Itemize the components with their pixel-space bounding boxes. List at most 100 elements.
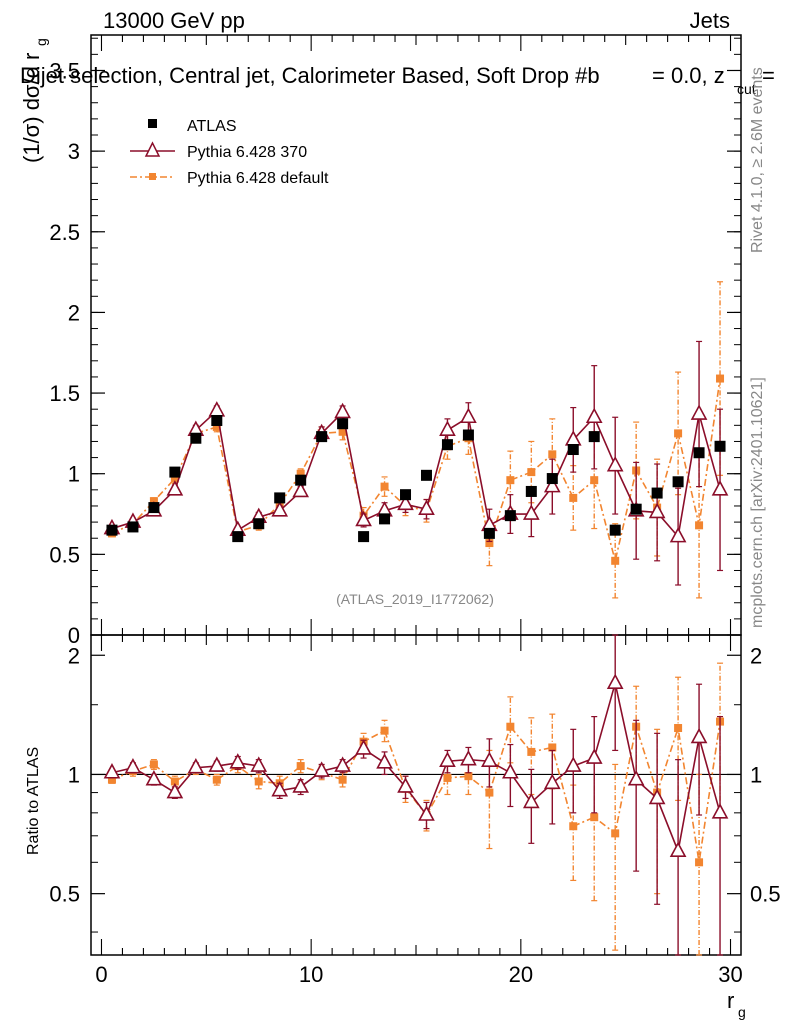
main-data-point [232,531,244,543]
main-data-point [483,527,495,539]
main-ytick-label: 3 [68,139,80,164]
main-data-point [148,502,160,514]
ratio-data-point [527,747,536,756]
legend: ATLAS Pythia 6.428 370 Pythia 6.428 defa… [130,118,329,187]
main-data-point [693,447,705,459]
main-ytick-label: 3.5 [49,58,80,83]
ratio-data-point [522,792,540,809]
legend-pythia-default-marker [149,173,156,180]
main-data-point [253,518,265,530]
ratio-data-point [103,763,121,779]
main-data-point [170,474,179,483]
process-label: Jets [690,8,730,33]
ratio-data-marks [103,634,729,956]
ratio-data-point [212,775,221,784]
main-data-point [397,494,414,511]
ratio-data-point [187,758,205,774]
legend-atlas-label: ATLAS [187,118,237,135]
main-data-point [190,432,202,444]
main-data-point [334,402,351,419]
xtick-label: 0 [95,962,107,987]
main-data-point [543,476,561,493]
main-data-point [674,429,683,438]
main-data-point [271,501,289,517]
main-data-point [672,476,684,488]
main-y-axis-label-subscript: g [33,38,49,46]
main-data-point [648,502,666,519]
ratio-ytick-label: 0.5 [49,882,80,907]
ratio-data-point [564,756,582,772]
ratio-plot-frame [90,634,742,956]
legend-pythia370-label: Pythia 6.428 370 [187,144,307,161]
main-axis-ticks: 0 0.5 1 1.5 2 2.5 3 3.5 [49,35,741,648]
ratio-axis-ticks: 0.5 0.51 12 20 10 20 30 [49,635,781,987]
main-data-point [127,521,139,533]
ratio-data-point [334,756,351,772]
main-data-point [460,407,477,424]
analysis-watermark: (ATLAS_2019_I1772062) [336,591,494,607]
main-data-point [711,480,729,496]
main-data-point [418,499,435,515]
ratio-data-point [606,673,624,690]
x-axis-label-subscript: g [738,1004,746,1020]
ratio-data-point [397,777,414,793]
main-data-point [338,427,347,436]
main-data-point [548,450,557,459]
main-data-point [106,524,118,536]
main-y-axis-label: (1/σ) dσ/d r [19,53,44,163]
main-data-point [292,481,310,498]
main-data-point [400,489,412,501]
main-data-point [609,524,621,536]
ratio-data-point [271,780,289,797]
main-ytick-label: 0 [68,623,80,648]
ratio-data-point [166,782,184,799]
plot-title-cut-subscript: cut [737,81,756,97]
ratio-data-point [355,739,372,755]
main-data-point [527,468,536,477]
ratio-y-axis-label: Ratio to ATLAS [25,747,42,855]
ratio-data-point [380,726,389,735]
ratio-data-point [502,763,519,779]
ratio-data-point [443,773,452,782]
main-data-point [569,493,578,502]
ratio-data-point [250,756,268,772]
x-axis-label: r [727,988,734,1013]
ratio-data-point [313,761,330,777]
legend-pythia-default-label: Pythia 6.428 default [187,170,329,187]
ratio-data-point [543,773,561,790]
ratio-data-point [229,753,247,769]
main-data-point [485,539,494,548]
ratio-data-point [418,805,435,821]
main-data-point [630,503,642,515]
plot-title-cut-part: = 0.0, z [652,63,725,88]
ratio-data-point [254,777,263,786]
main-data-point [585,407,603,424]
main-data-point [355,510,372,527]
main-ytick-label: 2.5 [49,220,80,245]
main-data-point [606,455,624,472]
ratio-ytick-label-right: 1 [750,762,762,787]
main-data-point [690,404,708,420]
ratio-data-point [145,770,163,786]
main-data-point [380,482,389,491]
main-ytick-label: 1.5 [49,381,80,406]
main-data-point [169,466,181,478]
ratio-data-point [124,758,142,774]
main-data-point [506,476,515,485]
main-data-point [695,521,704,530]
ratio-ytick-label: 2 [68,643,80,668]
ratio-data-point [338,775,347,784]
ratio-data-point [611,829,620,838]
main-ytick-label: 0.5 [49,542,80,567]
main-data-point [669,526,687,543]
ratio-ytick-label-right: 2 [750,643,762,668]
main-data-point [567,444,579,456]
main-data-point [590,476,599,485]
main-data-point [651,487,663,499]
ratio-data-point [648,788,666,805]
ratio-data-point [695,858,704,867]
ratio-series-pythia-6-428-default [107,662,725,956]
main-data-point [337,418,349,430]
ratio-data-point [460,749,477,766]
